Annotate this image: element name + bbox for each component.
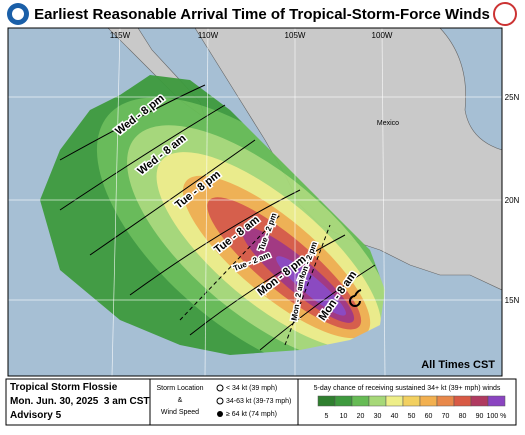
logo: [12, 8, 24, 20]
scale-swatch: [351, 395, 370, 407]
scale-swatch: [470, 395, 489, 407]
lon-label: 115W: [110, 31, 131, 40]
legend-label: Storm Location: [156, 385, 203, 392]
storm-symbol: [349, 289, 362, 307]
lat-label: 15N: [505, 296, 520, 305]
scale-swatch: [368, 395, 387, 407]
scale-swatch: [385, 395, 404, 407]
scale-swatch: [317, 395, 336, 407]
lon-label: 105W: [285, 31, 306, 40]
scale-label: 80: [459, 413, 467, 420]
storm-name: Tropical Storm Flossie: [10, 382, 118, 393]
country-label: Mexico: [377, 120, 399, 127]
speed-label: 34-63 kt (39-73 mph): [226, 398, 291, 405]
scale-label: 90: [476, 413, 484, 420]
scale-swatch: [419, 395, 438, 407]
scale-label: 50: [408, 413, 416, 420]
scale-title: 5-day chance of receiving sustained 34+ …: [314, 385, 501, 392]
scale-swatch: [453, 395, 472, 407]
title: Earliest Reasonable Arrival Time of Trop…: [34, 6, 490, 23]
speed-label: ≥ 64 kt (74 mph): [226, 411, 277, 418]
scale-label: 30: [374, 413, 382, 420]
scale-swatch: [402, 395, 421, 407]
scale-swatch: [436, 395, 455, 407]
scale-swatch: [487, 395, 506, 407]
scale-label: 100 %: [487, 413, 507, 420]
scale-label: 5: [325, 413, 329, 420]
map: [8, 28, 502, 376]
scale-label: 10: [340, 413, 348, 420]
scale-label: 70: [442, 413, 450, 420]
scale-label: 20: [357, 413, 365, 420]
color-scale: 5 10 20 30 40 50 60 70 80 90 100 %: [317, 395, 507, 420]
legend-label: &: [178, 397, 183, 404]
logo: [493, 2, 517, 26]
scale-swatch: [334, 395, 353, 407]
map-frame: [7, 27, 503, 377]
legend-label: Wind Speed: [161, 409, 199, 416]
lon-label: 110W: [198, 31, 219, 40]
time-note: All Times CST: [421, 359, 495, 371]
scale-label: 60: [425, 413, 433, 420]
speed-label: < 34 kt (39 mph): [226, 385, 277, 392]
advisory-date: Mon. Jun. 30, 2025 3 am CST: [10, 396, 150, 407]
lat-label: 20N: [505, 196, 520, 205]
advisory-number: Advisory 5: [10, 410, 62, 421]
lat-label: 25N: [505, 93, 520, 102]
lon-label: 100W: [372, 31, 393, 40]
scale-label: 40: [391, 413, 399, 420]
